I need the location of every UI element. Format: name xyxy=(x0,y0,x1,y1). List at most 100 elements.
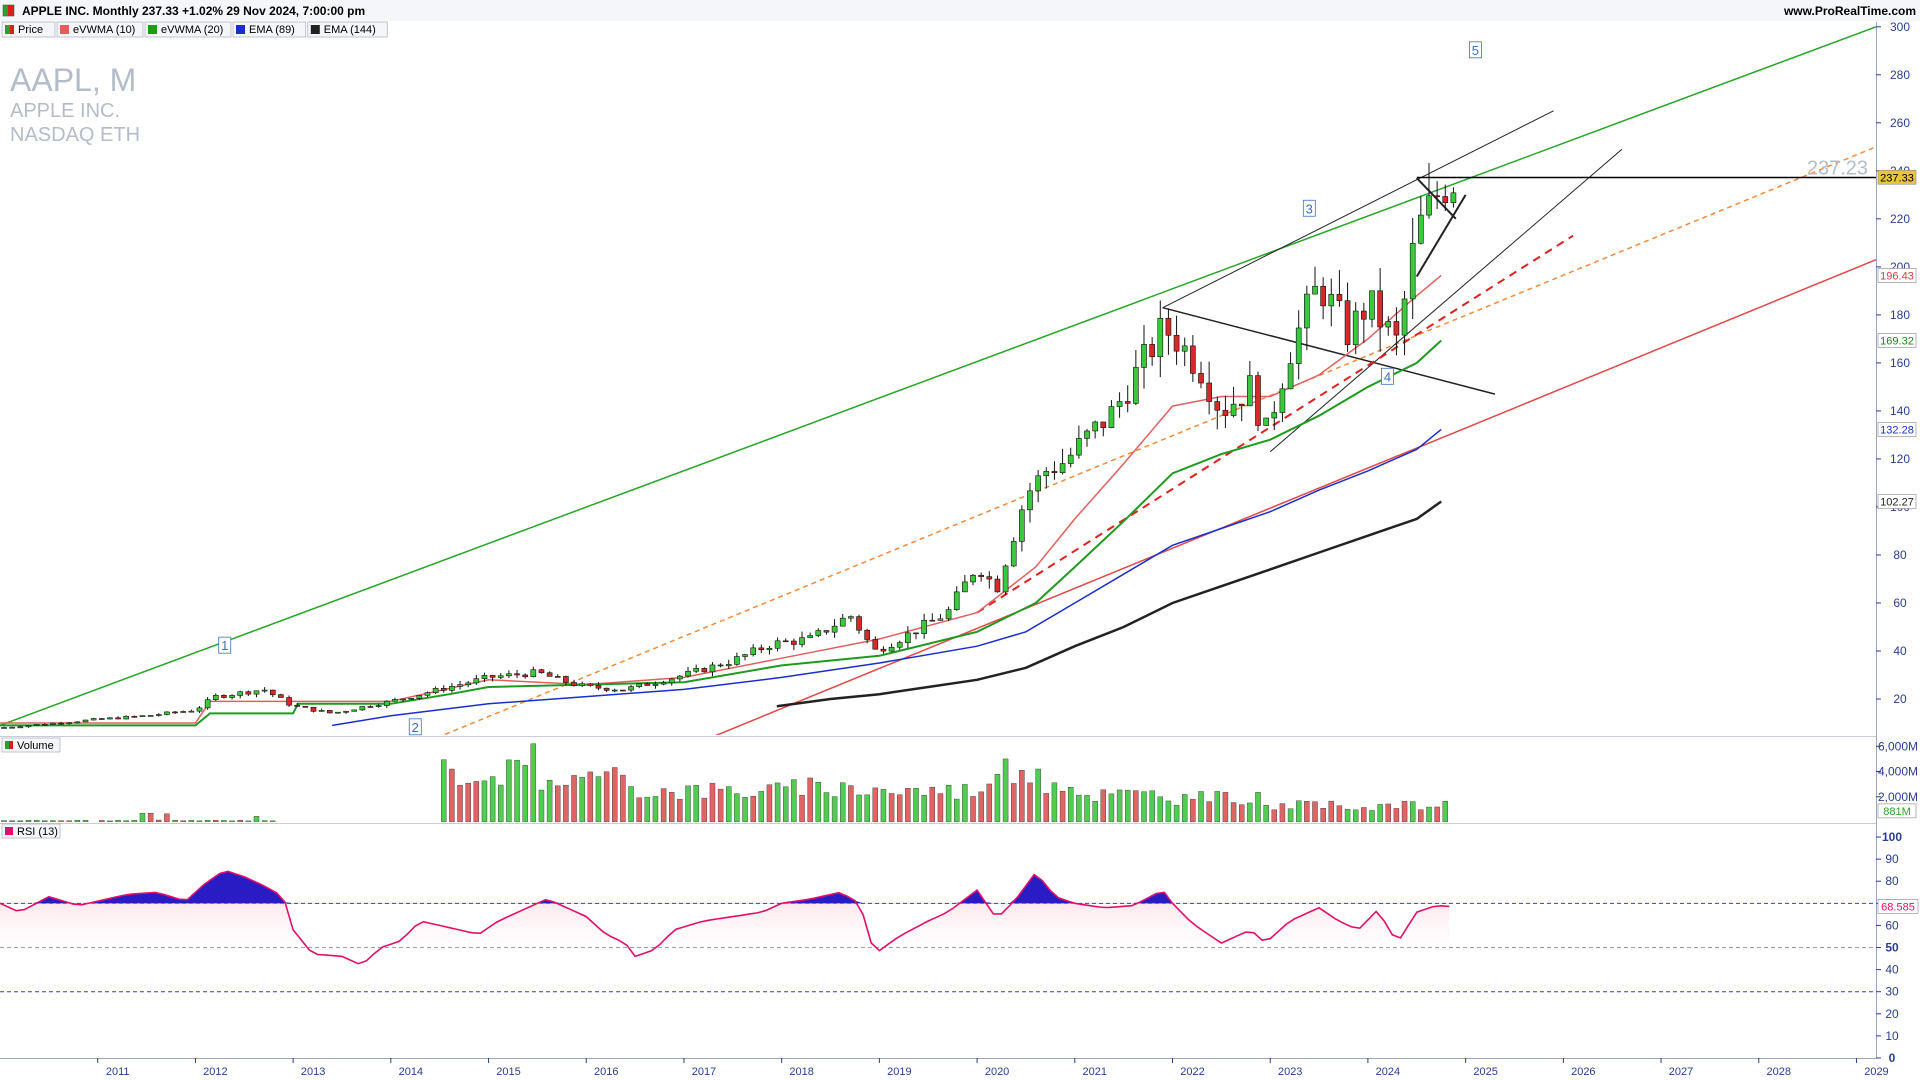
volume-bar xyxy=(1238,804,1245,822)
trendline xyxy=(715,258,1876,735)
rsi-panel[interactable]: RSI (13) xyxy=(0,823,1876,993)
volume-bar xyxy=(994,774,1001,822)
candle-body xyxy=(1320,285,1326,307)
legend-swatch xyxy=(148,25,157,34)
candle-body xyxy=(1271,412,1278,419)
volume-bar xyxy=(962,784,968,822)
legend-box xyxy=(56,21,144,38)
candle-body xyxy=(1312,285,1318,295)
rsi-value-tag-label: 68.585 xyxy=(1881,901,1915,913)
candle-body xyxy=(1198,373,1204,384)
candle-body xyxy=(1002,565,1009,593)
wave-label-box xyxy=(1468,41,1482,59)
trendline xyxy=(1416,177,1457,220)
volume-bar xyxy=(595,776,602,822)
volume-bar xyxy=(1385,803,1391,822)
candle-body xyxy=(41,724,48,726)
date-axis-label: 2014 xyxy=(399,1066,423,1078)
volume-bar xyxy=(1255,792,1261,822)
volume-bar xyxy=(750,796,756,822)
volume-bar xyxy=(1295,800,1302,822)
candle-body xyxy=(620,689,626,692)
price-axis-label: 180 xyxy=(1890,308,1910,322)
rsi-axis-label: 40 xyxy=(1885,963,1899,977)
candle-body xyxy=(807,635,813,638)
candle-body xyxy=(383,700,390,706)
volume-panel[interactable]: Volume xyxy=(0,736,1876,823)
candle-body xyxy=(1124,401,1131,404)
volume-bar xyxy=(25,820,32,822)
indicator-legend: Price eVWMA (10) eVWMA (20) EMA (89) EMA (14… xyxy=(1,21,388,38)
volume-bar xyxy=(33,819,40,822)
candle-body xyxy=(774,640,781,649)
candle-body xyxy=(1222,409,1229,416)
volume-bar xyxy=(17,820,24,822)
volume-value-tag xyxy=(1877,803,1917,819)
site-name[interactable]: www.ProRealTime.com xyxy=(1783,4,1916,18)
volume-bar xyxy=(807,777,813,822)
candle-body xyxy=(872,639,879,650)
volume-axis-label: 4,000M xyxy=(1878,765,1918,779)
volume-axis-label: 6,000M xyxy=(1878,739,1918,753)
volume-bar xyxy=(481,780,488,822)
volume-bar xyxy=(1393,808,1400,822)
date-axis-label: 2016 xyxy=(594,1066,618,1078)
volume-bar xyxy=(1059,791,1066,822)
volume-value-tag-label: 881M xyxy=(1883,806,1911,818)
candle-body xyxy=(269,689,276,695)
trendline xyxy=(1269,148,1623,453)
candle-body xyxy=(1442,196,1449,204)
volume-bar xyxy=(253,816,260,822)
wave-label: 3 xyxy=(1306,201,1313,216)
candle-body xyxy=(514,673,520,676)
candle-body xyxy=(33,724,40,726)
volume-bar xyxy=(726,786,732,822)
volume-bar xyxy=(164,813,170,822)
candle-body xyxy=(668,678,675,684)
candle-body xyxy=(1247,375,1253,407)
date-axis-label: 2020 xyxy=(985,1066,1009,1078)
volume-bar xyxy=(180,820,186,822)
candle-body xyxy=(864,629,870,640)
volume-bar xyxy=(1043,793,1050,822)
volume-bar xyxy=(123,820,129,822)
legend-label: EMA (144) xyxy=(324,24,376,36)
candle-body xyxy=(115,717,121,720)
volume-bar xyxy=(1027,782,1033,822)
volume-bar xyxy=(555,785,561,822)
volume-bar xyxy=(213,820,219,822)
volume-bar xyxy=(1051,782,1058,822)
candle-body xyxy=(1149,344,1155,358)
price-value-tag xyxy=(1877,268,1917,283)
legend-box xyxy=(232,21,307,38)
volume-bar xyxy=(612,767,618,822)
date-axis-label: 2012 xyxy=(203,1066,227,1078)
legend-swatch-down xyxy=(10,25,14,34)
candle-body xyxy=(302,706,309,708)
trendline xyxy=(976,234,1574,614)
date-axis-label: 2023 xyxy=(1278,1066,1302,1078)
candle-body xyxy=(1067,454,1074,464)
legend-label: eVWMA (10) xyxy=(73,24,135,36)
volume-bar xyxy=(1426,806,1432,822)
volume-bar xyxy=(660,788,667,822)
candle-body xyxy=(9,726,16,729)
volume-bar xyxy=(831,796,838,822)
candle-body xyxy=(1165,317,1172,336)
volume-bar xyxy=(1084,795,1090,822)
candle-body xyxy=(538,669,545,674)
date-axis-label: 2021 xyxy=(1083,1066,1107,1078)
volume-bar xyxy=(188,820,195,822)
candle-body xyxy=(660,682,667,685)
volume-bar xyxy=(774,782,781,822)
volume-bar xyxy=(1263,805,1269,822)
volume-bar xyxy=(131,820,138,822)
candle-body xyxy=(497,675,504,678)
legend-swatch xyxy=(5,25,14,34)
candle-body xyxy=(107,717,113,720)
candle-body xyxy=(896,642,903,648)
volume-bar xyxy=(245,820,252,822)
price-panel[interactable]: 237.23 1 2 3 4 5 xyxy=(0,26,1876,745)
volume-bar xyxy=(139,812,146,822)
volume-bar xyxy=(204,819,211,822)
